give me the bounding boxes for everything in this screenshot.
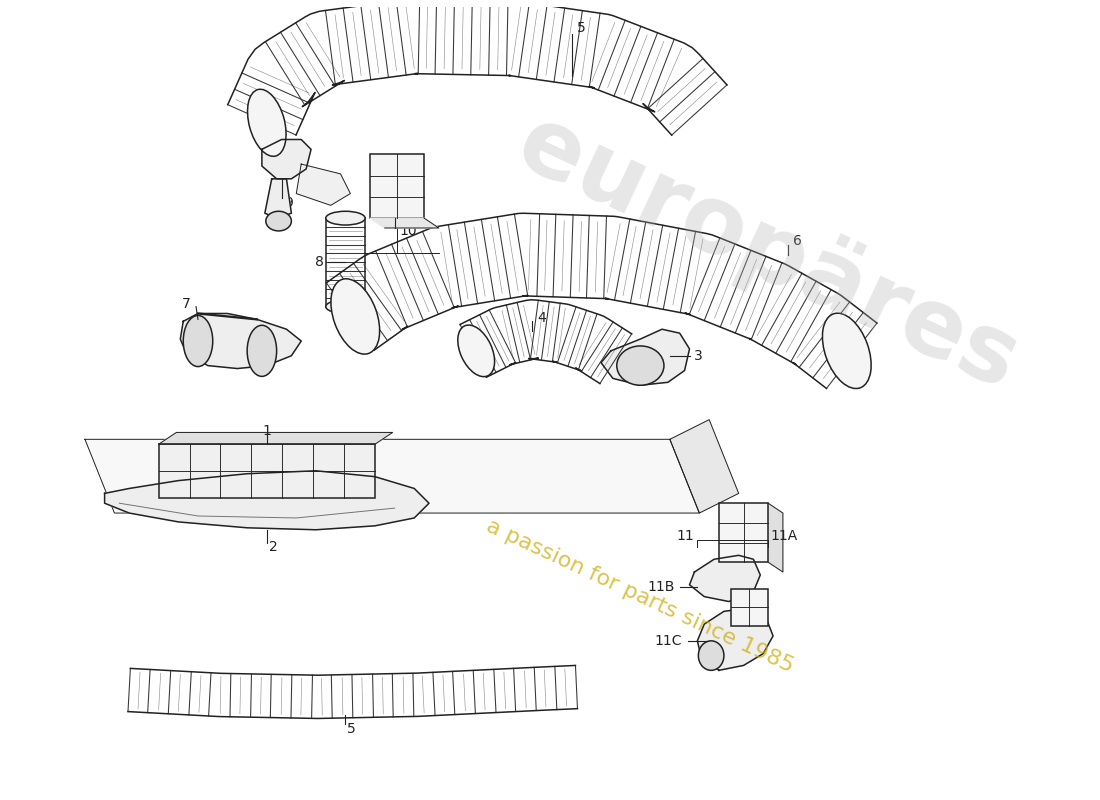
Text: 5: 5 [348, 722, 356, 736]
Text: 10: 10 [399, 224, 417, 238]
Text: 5: 5 [576, 22, 585, 35]
Text: 8: 8 [315, 255, 323, 270]
Polygon shape [265, 179, 292, 218]
Text: europäres: europäres [503, 96, 1033, 410]
Bar [370, 154, 425, 218]
Polygon shape [327, 214, 877, 389]
Text: 11C: 11C [654, 634, 682, 648]
Polygon shape [262, 139, 311, 179]
Ellipse shape [326, 300, 365, 314]
Polygon shape [128, 666, 578, 718]
Polygon shape [296, 164, 351, 206]
Polygon shape [670, 420, 739, 513]
Ellipse shape [248, 90, 286, 156]
Polygon shape [85, 439, 700, 513]
Ellipse shape [184, 315, 212, 366]
Polygon shape [180, 314, 301, 369]
Text: 11: 11 [676, 529, 694, 542]
Ellipse shape [326, 211, 365, 225]
Text: 1: 1 [263, 425, 272, 438]
Polygon shape [104, 470, 429, 530]
Text: a passion for parts since 1985: a passion for parts since 1985 [484, 516, 798, 677]
Ellipse shape [698, 641, 724, 670]
Text: 9: 9 [285, 196, 294, 210]
Polygon shape [601, 330, 690, 386]
Ellipse shape [823, 313, 871, 389]
Text: 6: 6 [793, 234, 802, 248]
Ellipse shape [458, 325, 495, 377]
Polygon shape [370, 218, 439, 228]
Polygon shape [690, 555, 760, 602]
Ellipse shape [248, 326, 276, 377]
Text: 4: 4 [537, 311, 546, 326]
Text: 11B: 11B [648, 580, 674, 594]
Text: 2: 2 [268, 541, 277, 554]
Polygon shape [326, 218, 365, 306]
Polygon shape [697, 609, 773, 670]
Text: 3: 3 [694, 349, 703, 362]
Bar [158, 444, 375, 498]
Polygon shape [228, 0, 727, 135]
Ellipse shape [617, 346, 664, 386]
Polygon shape [460, 300, 631, 383]
Text: 11A: 11A [770, 529, 798, 542]
Ellipse shape [266, 211, 292, 231]
Ellipse shape [331, 278, 379, 354]
Bar [719, 503, 768, 562]
Bar [730, 589, 768, 626]
Polygon shape [768, 503, 783, 572]
Text: 7: 7 [182, 297, 190, 310]
Polygon shape [158, 433, 393, 444]
